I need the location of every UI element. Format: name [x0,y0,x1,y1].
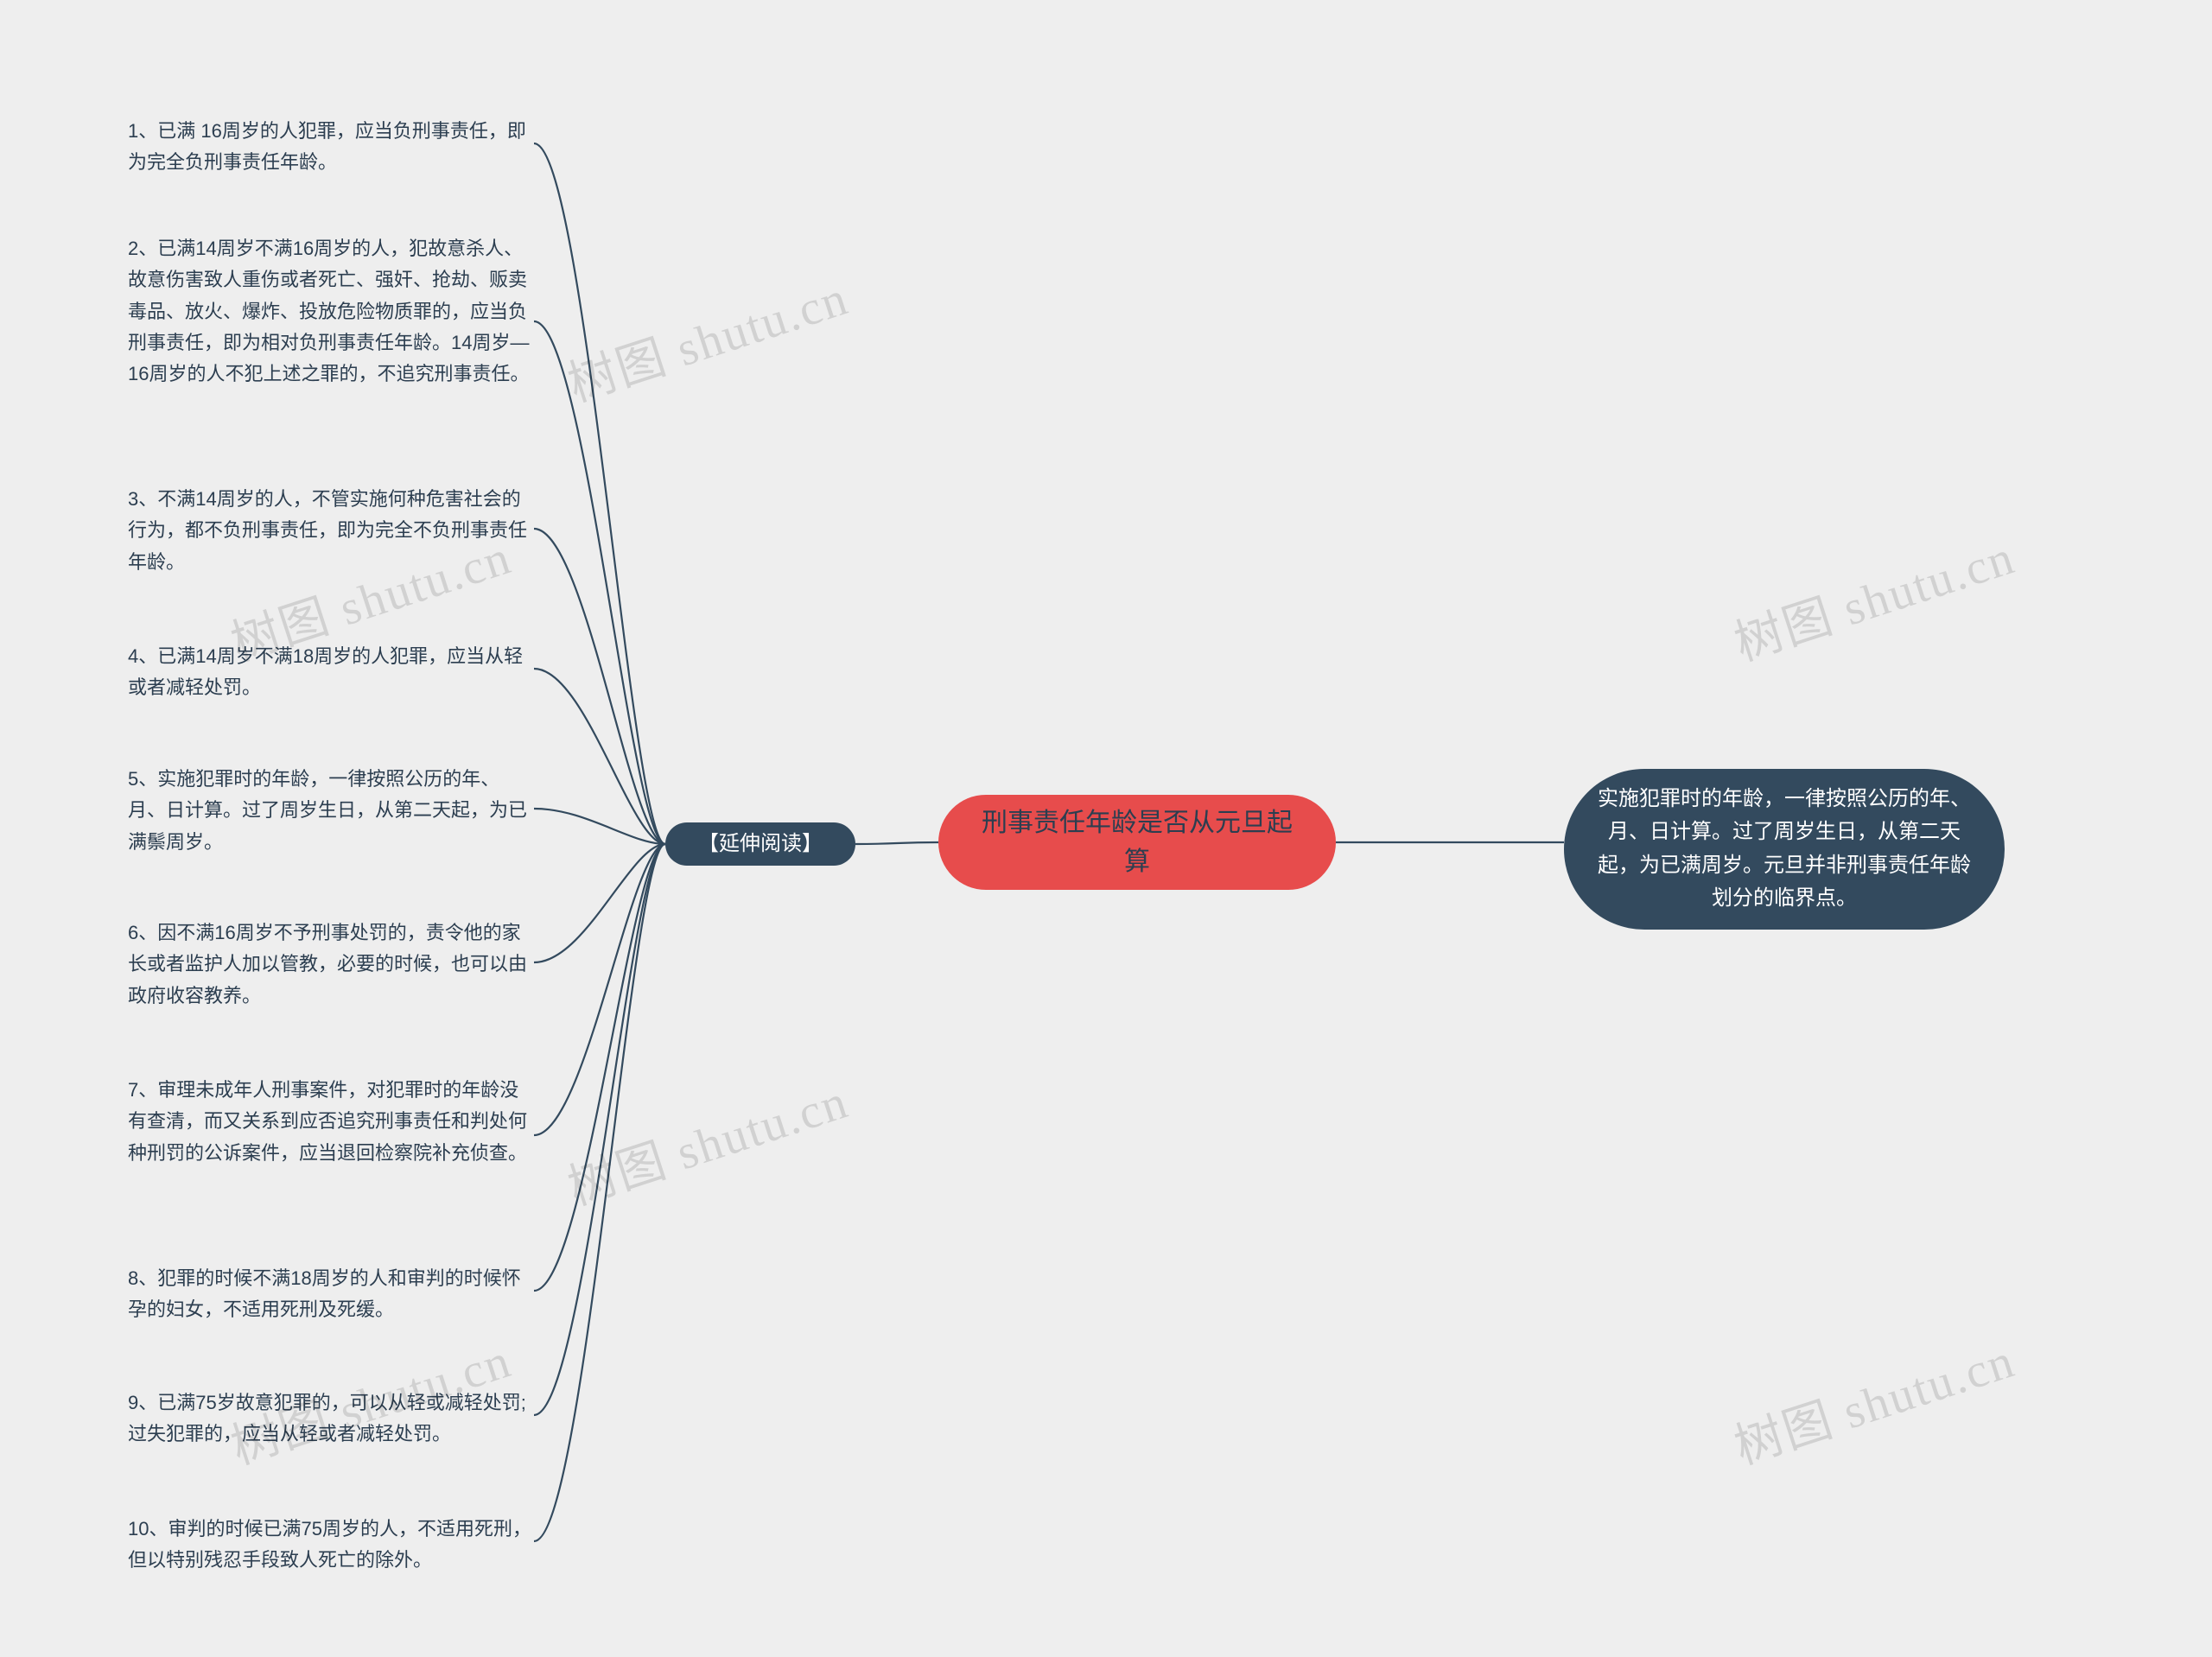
right-summary-node[interactable]: 实施犯罪时的年龄，一律按照公历的年、月、日计算。过了周岁生日，从第二天起，为已满… [1564,769,2005,930]
root-node[interactable]: 刑事责任年龄是否从元旦起算 [938,795,1336,890]
watermark: 树图 shutu.cn [1725,1322,2023,1478]
mindmap-canvas: 刑事责任年龄是否从元旦起算 实施犯罪时的年龄，一律按照公历的年、月、日计算。过了… [0,0,2212,1657]
leaf-node[interactable]: 5、实施犯罪时的年龄，一律按照公历的年、月、日计算。过了周岁生日，从第二天起，为… [128,764,534,858]
leaf-node[interactable]: 2、已满14周岁不满16周岁的人，犯故意杀人、故意伤害致人重伤或者死亡、强奸、抢… [128,233,534,390]
leaf-node[interactable]: 1、已满 16周岁的人犯罪，应当负刑事责任，即为完全负刑事责任年龄。 [128,116,534,179]
extended-reading-node[interactable]: 【延伸阅读】 [665,822,855,866]
leaf-node[interactable]: 6、因不满16周岁不予刑事处罚的，责令他的家长或者监护人加以管教，必要的时候，也… [128,917,534,1012]
leaf-node[interactable]: 10、审判的时候已满75周岁的人，不适用死刑，但以特别残忍手段致人死亡的除外。 [128,1514,534,1577]
leaf-node[interactable]: 8、犯罪的时候不满18周岁的人和审判的时候怀孕的妇女，不适用死刑及死缓。 [128,1263,534,1326]
watermark: 树图 shutu.cn [558,1063,856,1219]
watermark: 树图 shutu.cn [558,259,856,416]
watermark: 树图 shutu.cn [1725,518,2023,675]
leaf-node[interactable]: 7、审理未成年人刑事案件，对犯罪时的年龄没有查清，而又关系到应否追究刑事责任和判… [128,1075,534,1169]
leaf-node[interactable]: 3、不满14周岁的人，不管实施何种危害社会的行为，都不负刑事责任，即为完全不负刑… [128,484,534,578]
leaf-node[interactable]: 9、已满75岁故意犯罪的，可以从轻或减轻处罚;过失犯罪的，应当从轻或者减轻处罚。 [128,1387,534,1451]
leaf-node[interactable]: 4、已满14周岁不满18周岁的人犯罪，应当从轻或者减轻处罚。 [128,641,534,704]
